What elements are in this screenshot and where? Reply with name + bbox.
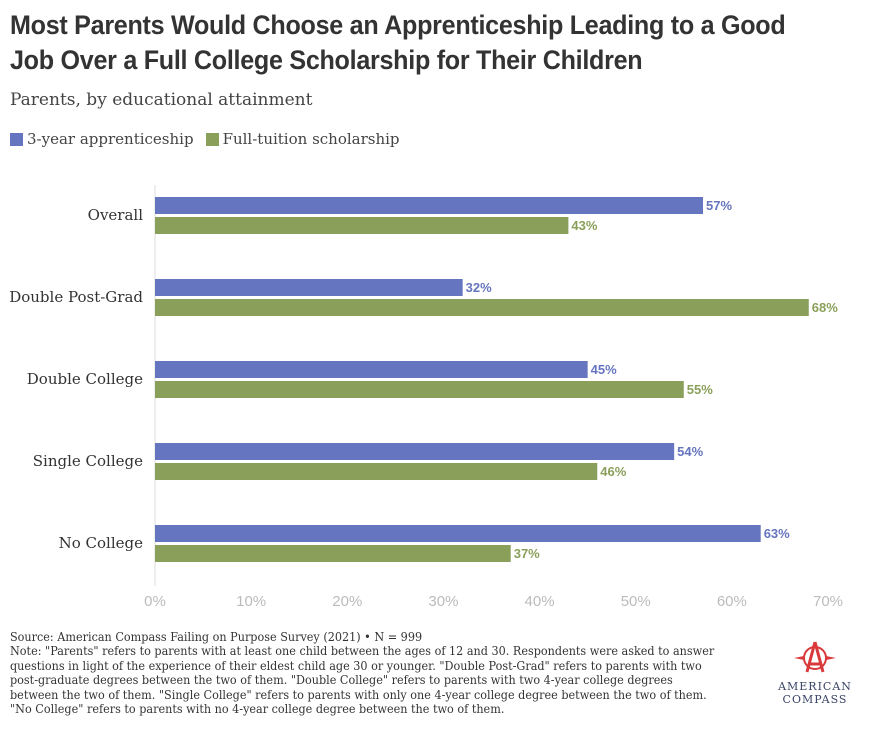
data-label: 54% — [677, 444, 703, 459]
source-text: Source: American Compass Failing on Purp… — [10, 630, 423, 644]
data-label: 46% — [600, 464, 626, 479]
compass-logo-icon — [794, 641, 836, 673]
bar — [155, 525, 761, 542]
data-label: 43% — [571, 218, 597, 233]
bar — [155, 545, 511, 562]
bar — [155, 279, 463, 296]
data-label: 63% — [764, 526, 790, 541]
chart-title: Most Parents Would Choose an Apprentices… — [10, 10, 786, 75]
bar — [155, 361, 588, 378]
data-label: 68% — [812, 300, 838, 315]
bar — [155, 197, 704, 214]
logo-text-line2: COMPASS — [782, 693, 848, 706]
legend: 3-year apprenticeship Full-tuition schol… — [10, 130, 400, 148]
data-label: 45% — [591, 362, 617, 377]
note-text: Note: "Parents" refers to parents with a… — [10, 644, 715, 717]
american-compass-logo: AMERICAN COMPASS — [772, 640, 858, 706]
category-label: Double College — [27, 370, 143, 388]
bar-chart: Overall 57% 43% Double Post-Grad 32% 68% Doubl… — [9, 185, 843, 610]
legend-swatch — [10, 132, 23, 146]
data-label: 37% — [514, 546, 540, 561]
bar — [155, 217, 569, 234]
legend-swatch — [205, 132, 219, 146]
legend-label: 3-year apprenticeship — [27, 130, 194, 148]
category-label: Double Post-Grad — [9, 288, 143, 306]
bar — [155, 463, 598, 480]
x-tick-label: 0% — [144, 593, 166, 610]
bar — [155, 381, 684, 398]
category-label: Single College — [33, 452, 143, 470]
legend-label: Full-tuition scholarship — [222, 130, 400, 148]
chart-subtitle: Parents, by educational attainment — [10, 90, 313, 110]
footer: Source: American Compass Failing on Purp… — [10, 630, 718, 716]
bar — [155, 443, 675, 460]
x-tick-label: 50% — [621, 593, 651, 610]
legend-item-scholarship: Full-tuition scholarship — [205, 130, 400, 148]
x-tick-label: 70% — [813, 593, 843, 610]
x-tick-label: 30% — [428, 593, 458, 610]
x-tick-label: 40% — [525, 593, 555, 610]
x-tick-label: 60% — [717, 593, 747, 610]
x-tick-label: 20% — [332, 593, 362, 610]
data-label: 32% — [466, 280, 492, 295]
category-label: Overall — [88, 206, 144, 224]
category-label: No College — [59, 534, 144, 552]
x-tick-label: 10% — [236, 593, 266, 610]
data-label: 57% — [706, 198, 732, 213]
data-label: 55% — [687, 382, 713, 397]
logo-text-line1: AMERICAN — [778, 680, 852, 693]
bar — [155, 299, 809, 316]
legend-item-apprenticeship: 3-year apprenticeship — [10, 130, 194, 148]
